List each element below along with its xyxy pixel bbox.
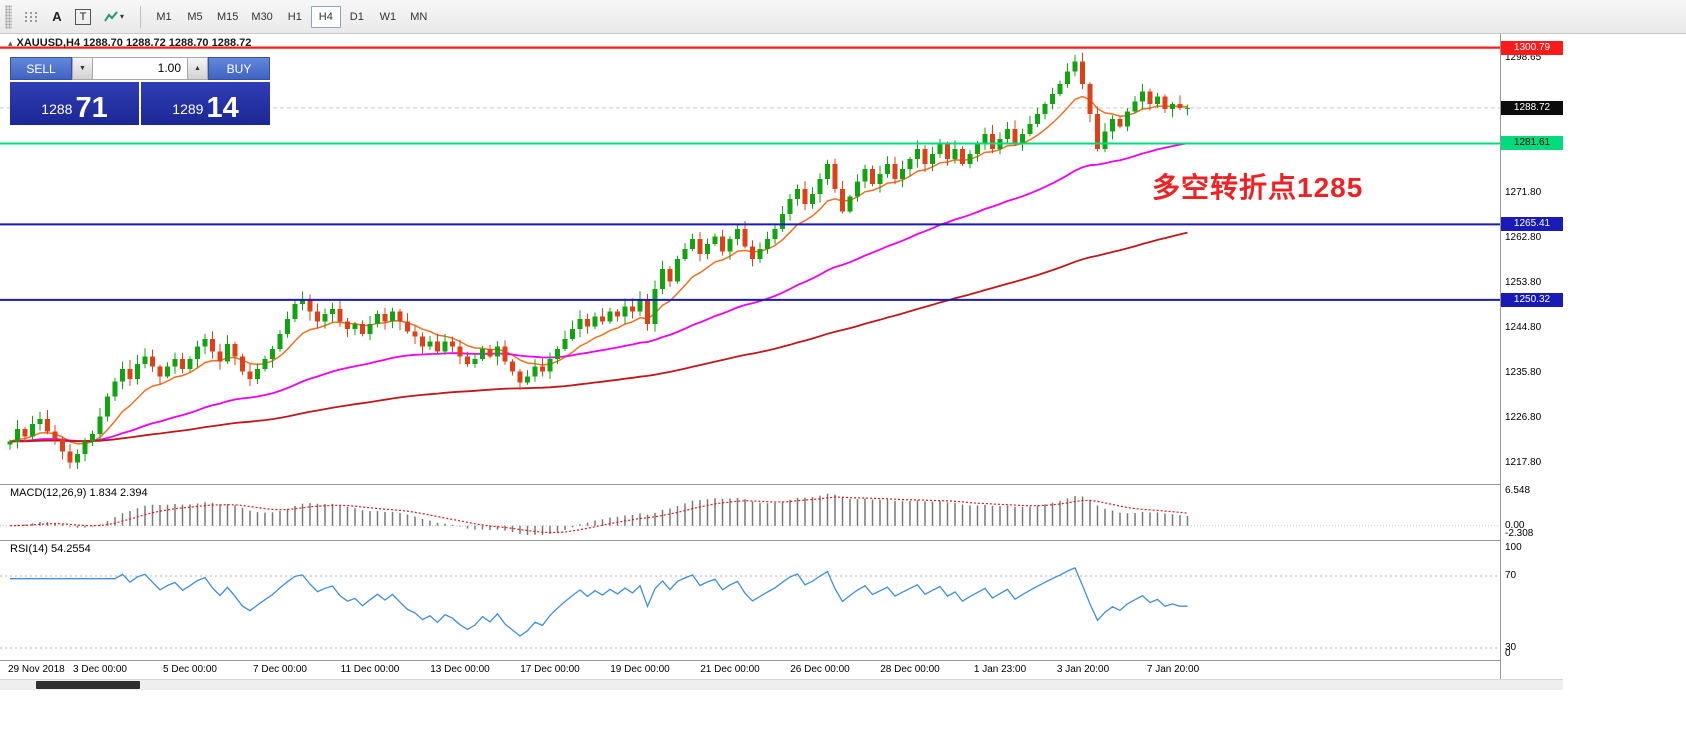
timeframe-m30-button[interactable]: M30 xyxy=(245,6,278,28)
ohlc-readout: ▴ XAUUSD,H4 1288.70 1288.72 1288.70 1288… xyxy=(8,37,251,49)
time-axis-label: 11 Dec 00:00 xyxy=(340,664,400,675)
chart-window: ▴ XAUUSD,H4 1288.70 1288.72 1288.70 1288… xyxy=(0,34,1563,690)
macd-axis-tick: 0.00 xyxy=(1505,520,1525,531)
indicator-zigzag-icon xyxy=(104,10,118,22)
time-axis-label: 26 Dec 00:00 xyxy=(790,664,850,675)
time-axis-label: 3 Jan 20:00 xyxy=(1056,664,1110,675)
time-axis-label: 1 Jan 23:00 xyxy=(973,664,1027,675)
font-tool-button[interactable]: A xyxy=(44,5,70,29)
sell-price-major: 1288 xyxy=(41,101,73,117)
rsi-axis-tick: 0 xyxy=(1505,648,1511,659)
buy-price-major: 1289 xyxy=(172,101,204,117)
macd-pane-canvas[interactable] xyxy=(0,485,1500,540)
ma-medium-line xyxy=(9,142,1188,443)
macd-histogram xyxy=(16,493,1189,535)
ohlc-text: XAUUSD,H4 1288.70 1288.72 1288.70 1288.7… xyxy=(16,37,252,49)
time-axis[interactable]: 29 Nov 2018 3 Dec 00:00 5 Dec 00:00 7 Dec 0… xyxy=(0,661,1500,679)
time-axis-label: 28 Dec 00:00 xyxy=(880,664,940,675)
pane-divider[interactable] xyxy=(0,484,1563,485)
macd-signal-line xyxy=(9,496,1188,534)
grid-dots-icon xyxy=(24,11,38,22)
timeframe-m1-button[interactable]: M1 xyxy=(149,6,179,28)
toolbar-grip[interactable] xyxy=(5,4,12,29)
buy-button[interactable]: BUY xyxy=(208,57,270,80)
lot-decrease-button[interactable]: ▼ xyxy=(72,57,93,80)
horizontal-scrollbar[interactable] xyxy=(0,679,1563,690)
symbols-grid-button[interactable] xyxy=(18,5,44,29)
macd-axis-tick: 6.548 xyxy=(1505,485,1531,496)
sell-price-minor: 71 xyxy=(75,91,108,124)
time-axis-label: 21 Dec 00:00 xyxy=(700,664,760,675)
time-axis-label: 3 Dec 00:00 xyxy=(73,664,127,675)
time-axis-divider xyxy=(0,660,1563,661)
price-level-badge: 1265.41 xyxy=(1501,217,1563,231)
rsi-pane-canvas[interactable] xyxy=(0,541,1500,660)
moving-averages xyxy=(9,95,1188,445)
timeframe-mn-button[interactable]: MN xyxy=(404,6,434,28)
collapse-icon[interactable]: ▴ xyxy=(8,37,13,48)
price-axis-tick: 1262.80 xyxy=(1505,232,1542,243)
timeframe-d1-button[interactable]: D1 xyxy=(342,6,372,28)
current-price-badge: 1288.72 xyxy=(1501,101,1563,115)
price-chart-canvas[interactable] xyxy=(0,34,1500,484)
buy-price-display: 1289 14 xyxy=(141,82,270,125)
rsi-axis-tick: 30 xyxy=(1505,642,1517,653)
rsi-label: RSI(14) 54.2554 xyxy=(10,543,91,555)
macd-axis-tick: -2.308 xyxy=(1505,528,1534,539)
time-axis-label: 13 Dec 00:00 xyxy=(430,664,490,675)
time-axis-label: 29 Nov 2018 xyxy=(8,664,65,675)
ma-slow-line xyxy=(9,231,1188,443)
text-box-icon: T xyxy=(75,8,91,25)
chart-annotation: 多空转折点1285 xyxy=(1152,172,1364,203)
candles-layer xyxy=(7,52,1190,470)
price-axis-tick: 1271.80 xyxy=(1505,187,1542,198)
price-axis-tick: 1217.80 xyxy=(1505,457,1542,468)
time-axis-label: 17 Dec 00:00 xyxy=(520,664,580,675)
price-axis-tick: 1253.80 xyxy=(1505,277,1542,288)
time-axis-label: 19 Dec 00:00 xyxy=(610,664,670,675)
rsi-axis-tick: 70 xyxy=(1505,570,1517,581)
timeframe-group: M1 M5 M15 M30 H1 H4 D1 W1 MN xyxy=(149,5,434,28)
price-level-badge: 1250.32 xyxy=(1501,293,1563,307)
timeframe-m15-button[interactable]: M15 xyxy=(211,6,244,28)
price-axis[interactable]: 1298.65 1271.80 1262.80 1253.80 1244.80 1235.… xyxy=(1500,34,1563,679)
toolbar-separator xyxy=(140,5,141,28)
indicators-dropdown-button[interactable]: ▾ xyxy=(96,5,132,29)
sell-button[interactable]: SELL xyxy=(10,57,72,80)
letter-a-icon: A xyxy=(52,9,62,24)
timeframe-m5-button[interactable]: M5 xyxy=(180,6,210,28)
rsi-line xyxy=(10,567,1188,637)
lot-increase-button[interactable]: ▲ xyxy=(187,57,208,80)
price-axis-tick: 1298.65 xyxy=(1505,52,1542,63)
timeframe-h1-button[interactable]: H1 xyxy=(280,6,310,28)
text-tool-button[interactable]: T xyxy=(70,5,96,29)
pane-divider[interactable] xyxy=(0,540,1563,541)
macd-label: MACD(12,26,9) 1.834 2.394 xyxy=(10,487,148,499)
one-click-trade-panel: SELL ▼ 1.00 ▲ BUY 1288 71 1289 14 xyxy=(10,57,270,125)
price-axis-tick: 1226.80 xyxy=(1505,412,1542,423)
caret-down-icon: ▾ xyxy=(119,12,124,21)
price-level-badge: 1300.79 xyxy=(1501,41,1563,55)
rsi-axis-tick: 100 xyxy=(1505,542,1522,553)
time-axis-label: 5 Dec 00:00 xyxy=(163,664,217,675)
price-axis-tick: 1244.80 xyxy=(1505,322,1542,333)
timeframe-h4-button[interactable]: H4 xyxy=(310,5,341,28)
time-axis-label: 7 Jan 20:00 xyxy=(1146,664,1200,675)
price-axis-tick: 1235.80 xyxy=(1505,367,1542,378)
timeframe-w1-button[interactable]: W1 xyxy=(373,6,403,28)
buy-price-minor: 14 xyxy=(206,91,239,124)
toolbar: A T ▾ M1 M5 M15 M30 H1 H4 D1 W1 MN xyxy=(0,0,1686,34)
ma-fast-line xyxy=(9,95,1188,445)
price-level-badge: 1281.61 xyxy=(1501,136,1563,150)
horizontal-levels xyxy=(0,46,1500,301)
time-axis-label: 7 Dec 00:00 xyxy=(253,664,307,675)
sell-price-display: 1288 71 xyxy=(10,82,139,125)
lot-size-input[interactable]: 1.00 xyxy=(93,57,187,80)
scrollbar-thumb[interactable] xyxy=(36,681,140,689)
